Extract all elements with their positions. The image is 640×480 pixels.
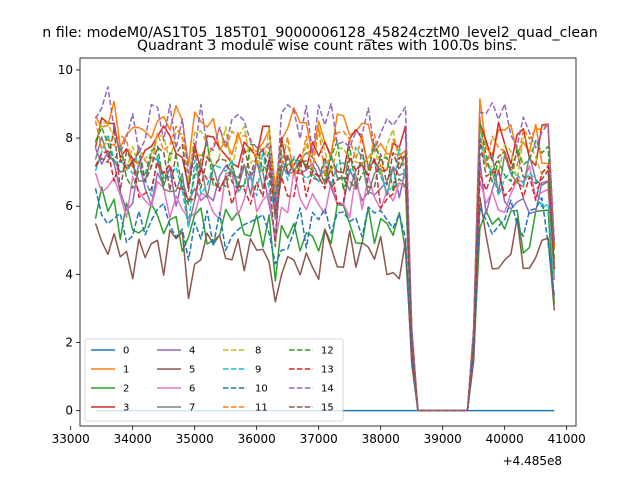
x-tick-label: 37000 [300, 432, 338, 446]
legend-label-10: 10 [255, 384, 268, 395]
figure-suptitle: n file: modeM0/AS1T05_185T01_9000006128_… [42, 25, 598, 41]
axes: 33000 34000 35000 36000 37000 38000 39000 40000… [52, 57, 586, 468]
legend-label-8: 8 [255, 346, 261, 357]
y-tick-label: 8 [65, 131, 73, 145]
legend-label-9: 9 [255, 365, 261, 376]
legend-label-4: 4 [189, 346, 195, 357]
x-tick-label: 40000 [486, 432, 524, 446]
legend-label-3: 3 [123, 403, 129, 414]
x-tick-label: 33000 [52, 432, 90, 446]
legend-label-5: 5 [189, 365, 195, 376]
x-tick-label: 36000 [238, 432, 276, 446]
y-tick-label: 2 [65, 336, 73, 350]
series-line-15 [94, 127, 556, 412]
series-line-12 [94, 121, 556, 412]
x-axis-ticks: 33000 34000 35000 36000 37000 38000 39000 40000… [52, 426, 586, 446]
legend-label-13: 13 [321, 365, 334, 376]
x-tick-label: 35000 [176, 432, 214, 446]
series-line-10 [94, 188, 556, 412]
legend-label-15: 15 [321, 403, 334, 414]
legend-label-0: 0 [123, 346, 129, 357]
y-tick-label: 0 [65, 404, 73, 418]
legend-label-11: 11 [255, 403, 268, 414]
legend-label-6: 6 [189, 384, 195, 395]
x-tick-label: 39000 [424, 432, 462, 446]
legend-label-12: 12 [321, 346, 334, 357]
chart-title: Quadrant 3 module wise count rates with … [137, 38, 517, 54]
y-axis-ticks: 0 2 4 6 8 10 [58, 63, 80, 418]
legend-label-14: 14 [321, 384, 334, 395]
series-line-14 [94, 86, 556, 412]
x-tick-label: 41000 [548, 432, 586, 446]
legend-label-7: 7 [189, 403, 195, 414]
y-tick-label: 10 [58, 63, 73, 77]
x-axis-offset-label: +4.485e8 [503, 454, 562, 468]
legend-label-1: 1 [123, 365, 129, 376]
x-tick-label: 38000 [362, 432, 400, 446]
legend-box [84, 338, 344, 422]
y-tick-label: 4 [65, 267, 73, 281]
legend-label-2: 2 [123, 384, 129, 395]
plot-frame [79, 57, 577, 427]
y-tick-label: 6 [65, 199, 73, 213]
x-tick-label: 34000 [114, 432, 152, 446]
